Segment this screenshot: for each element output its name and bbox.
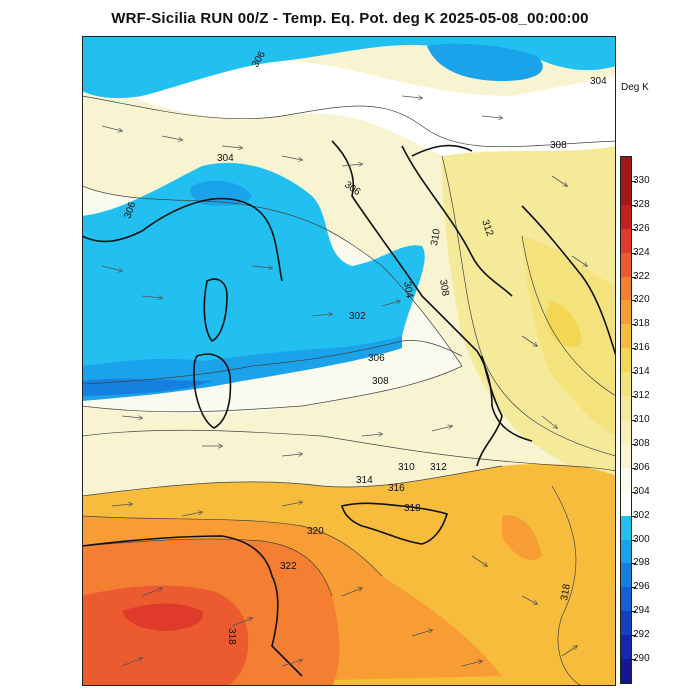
legend-color-cell bbox=[621, 276, 631, 301]
legend-tick-label: 320 bbox=[633, 294, 650, 306]
legend-tick-label: 290 bbox=[633, 653, 650, 665]
legend-tick-mark bbox=[632, 443, 636, 445]
legend-tick-mark bbox=[632, 539, 636, 541]
legend-tick-mark bbox=[632, 372, 636, 374]
legend-tick-label: 300 bbox=[633, 533, 650, 545]
contour-label: 312 bbox=[430, 462, 447, 473]
legend-color-cell bbox=[621, 659, 631, 684]
contour-label: 318 bbox=[559, 583, 573, 602]
legend-color-cell bbox=[621, 587, 631, 612]
legend-tick-mark bbox=[632, 180, 636, 182]
legend-tick-label: 312 bbox=[633, 390, 650, 402]
contour-label: 304 bbox=[401, 281, 415, 300]
legend-color-cell bbox=[621, 204, 631, 230]
contour-label: 308 bbox=[372, 376, 389, 387]
field-310-314-east bbox=[442, 146, 616, 496]
contour-label: 308 bbox=[437, 279, 451, 298]
legend-tick-mark bbox=[632, 587, 636, 589]
legend-tick-label: 324 bbox=[633, 246, 650, 258]
contour-label: 304 bbox=[217, 153, 234, 164]
legend-tick-label: 296 bbox=[633, 581, 650, 593]
legend-color-cell bbox=[621, 467, 631, 493]
contour-label: 318 bbox=[404, 503, 421, 514]
contour-label: 314 bbox=[356, 475, 373, 486]
legend-tick-mark bbox=[632, 204, 636, 206]
legend-color-cell bbox=[621, 563, 631, 588]
legend-color-cell bbox=[621, 396, 631, 421]
contour-label-group: 306 304 308 304 306 306 310 312 308 304 … bbox=[122, 49, 607, 645]
contour-label: 306 bbox=[368, 353, 385, 364]
field-302-central bbox=[82, 162, 425, 384]
contour-label: 322 bbox=[280, 561, 297, 572]
legend-color-cell bbox=[621, 420, 631, 445]
legend-tick-label: 322 bbox=[633, 270, 650, 282]
legend-tick-label: 318 bbox=[633, 318, 650, 330]
legend-tick-mark bbox=[632, 467, 636, 469]
legend-color-cell bbox=[621, 491, 631, 517]
contour-label: 320 bbox=[307, 526, 324, 537]
contour-lines bbox=[82, 95, 616, 686]
legend-tick-label: 328 bbox=[633, 198, 650, 210]
contour-label: 310 bbox=[398, 462, 415, 473]
field-320-east-spot bbox=[502, 515, 542, 560]
legend-tick-mark bbox=[632, 563, 636, 565]
legend-tick-mark bbox=[632, 611, 636, 613]
legend-tick-label: 316 bbox=[633, 342, 650, 354]
legend-tick-mark bbox=[632, 300, 636, 302]
field-298-central bbox=[82, 378, 212, 396]
legend-tick-label: 330 bbox=[633, 174, 650, 186]
map-border bbox=[82, 36, 616, 686]
legend-color-cell bbox=[621, 515, 631, 541]
field-300-north bbox=[427, 43, 543, 81]
legend-tick-mark bbox=[632, 252, 636, 254]
map-canvas: 306 304 308 304 306 306 310 312 308 304 … bbox=[82, 36, 616, 686]
legend-tick-mark bbox=[632, 324, 636, 326]
field-324-326-south bbox=[82, 585, 249, 686]
legend-tick-mark bbox=[632, 491, 636, 493]
legend-color-cell bbox=[621, 348, 631, 373]
legend-tick-mark bbox=[632, 276, 636, 278]
contour-label: 310 bbox=[429, 228, 443, 247]
legend-color-cell bbox=[621, 635, 631, 660]
wind-vectors bbox=[101, 96, 587, 667]
legend-tick-mark bbox=[632, 659, 636, 661]
legend-tick-label: 298 bbox=[633, 557, 650, 569]
legend-color-cell bbox=[621, 324, 631, 349]
coastline bbox=[82, 140, 616, 677]
legend-color-cell bbox=[621, 157, 631, 182]
legend-tick-label: 314 bbox=[633, 366, 650, 378]
legend-tick-label: 304 bbox=[633, 485, 650, 497]
contour-label: 302 bbox=[349, 311, 366, 322]
legend-tick-label: 310 bbox=[633, 414, 650, 425]
field-326-328-spot bbox=[122, 603, 203, 631]
legend-tick-label: 326 bbox=[633, 222, 650, 234]
legend-unit-label: Deg K bbox=[621, 82, 649, 93]
legend-color-cell bbox=[621, 372, 631, 397]
contour-label: 318 bbox=[226, 628, 237, 645]
temperature-map: 306 304 308 304 306 306 310 312 308 304 … bbox=[82, 36, 616, 686]
map-title: WRF-Sicilia RUN 00/Z - Temp. Eq. Pot. de… bbox=[111, 10, 589, 27]
contour-label: 308 bbox=[550, 140, 567, 151]
legend-color-cell bbox=[621, 300, 631, 325]
legend-tick-mark bbox=[632, 396, 636, 398]
legend-color-cell bbox=[621, 443, 631, 469]
color-legend-bar bbox=[620, 156, 632, 684]
legend-tick-label: 302 bbox=[633, 509, 650, 521]
legend-color-cell bbox=[621, 539, 631, 564]
legend-tick-mark bbox=[632, 515, 636, 517]
legend-color-cell bbox=[621, 611, 631, 636]
contour-label: 304 bbox=[590, 76, 607, 87]
legend-tick-label: 294 bbox=[633, 605, 650, 617]
legend-color-cell bbox=[621, 252, 631, 278]
legend-color-cell bbox=[621, 180, 631, 206]
legend-tick-mark bbox=[632, 420, 636, 421]
legend-tick-mark bbox=[632, 228, 636, 230]
legend-color-cell bbox=[621, 228, 631, 254]
legend-tick-mark bbox=[632, 635, 636, 637]
legend-tick-mark bbox=[632, 348, 636, 350]
legend-tick-label: 308 bbox=[633, 437, 650, 449]
legend-tick-label: 292 bbox=[633, 629, 650, 641]
contour-label: 316 bbox=[388, 483, 405, 494]
legend-tick-label: 306 bbox=[633, 461, 650, 473]
